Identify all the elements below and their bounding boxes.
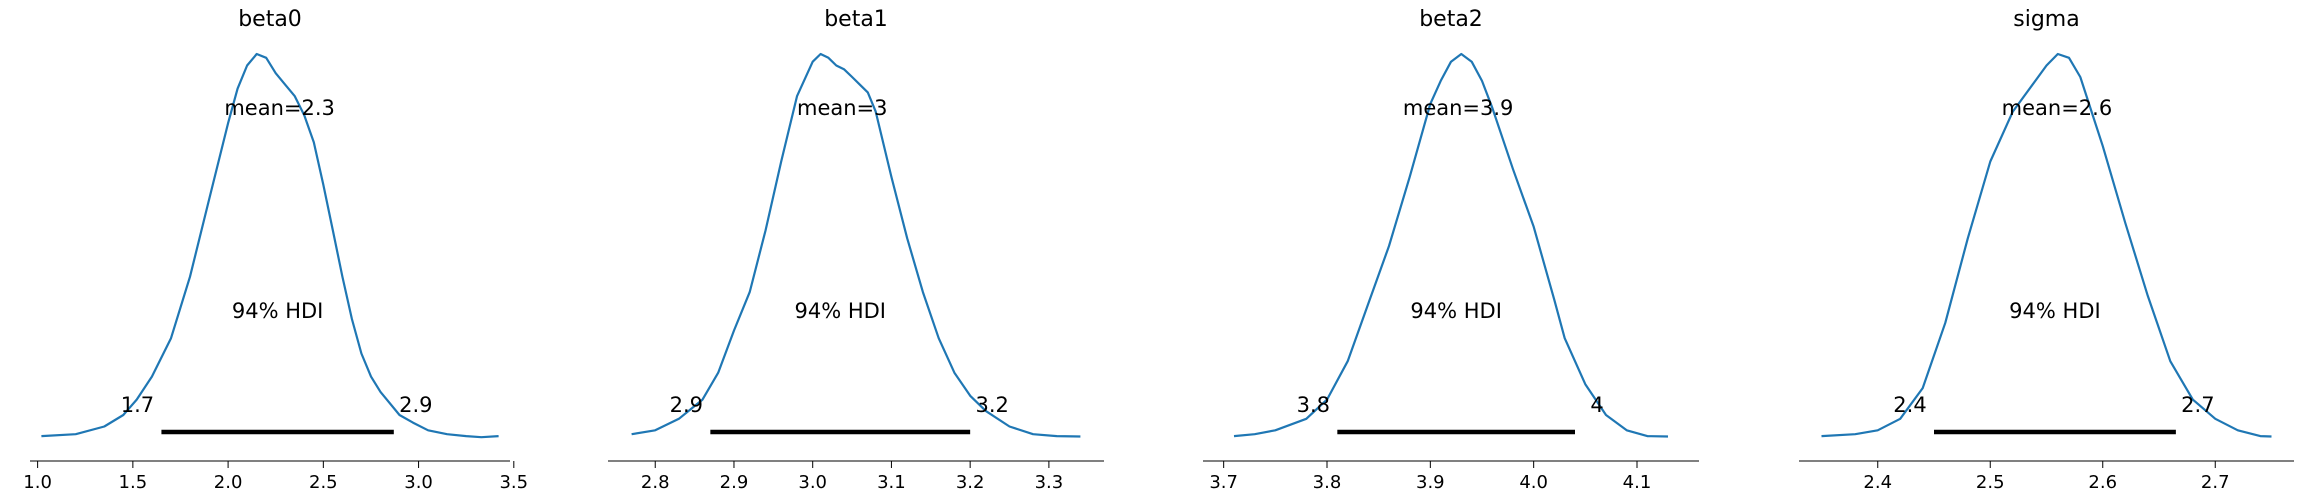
chart-panel-sigma: sigma 2.4 2.5 2.6 2.7 mean=2.6 94% HDI 2.4 2.7: [1799, 7, 2294, 493]
x-tick-label: 1.5: [119, 472, 148, 493]
x-tick-label: 2.4: [1863, 472, 1892, 493]
x-tick-label: 2.7: [2201, 472, 2230, 493]
x-tick-label: 2.6: [2088, 472, 2117, 493]
chart-panel-beta0: beta0 1.0 1.5 2.0 2.5 3.0 3.5 mean=2.3 94% HDI 1.…: [23, 7, 528, 493]
x-tick-label: 4.0: [1519, 472, 1548, 493]
chart-panel-beta2: beta2 3.7 3.8 3.9 4.0 4.1 mean=3.9 94% HDI 3.8 4: [1203, 7, 1699, 493]
hdi-label: 94% HDI: [2009, 299, 2101, 323]
chart-title: beta0: [238, 7, 302, 32]
x-tick-label: 2.8: [641, 472, 670, 493]
x-tick-label: 2.0: [214, 472, 243, 493]
hdi-low-label: 2.4: [1893, 393, 1926, 417]
chart-title: sigma: [2013, 7, 2079, 32]
x-tick-label: 1.0: [23, 472, 52, 493]
hdi-low-label: 3.8: [1297, 393, 1330, 417]
x-tick-label: 3.1: [877, 472, 906, 493]
x-tick-label: 4.1: [1623, 472, 1652, 493]
mean-label: mean=2.6: [2002, 96, 2113, 120]
x-tick-label: 3.3: [1035, 472, 1064, 493]
chart-title: beta2: [1419, 7, 1483, 32]
hdi-low-label: 1.7: [121, 393, 154, 417]
mean-label: mean=2.3: [224, 96, 335, 120]
chart-title: beta1: [824, 7, 888, 32]
density-line: [1821, 52, 2272, 438]
x-tick-label: 3.5: [499, 472, 528, 493]
x-tick-label: 2.5: [309, 472, 338, 493]
hdi-label: 94% HDI: [794, 299, 886, 323]
chart-panel-beta1: beta1 2.8 2.9 3.0 3.1 3.2 3.3 mean=3 94% HDI 2.9 3…: [608, 7, 1104, 493]
density-line: [41, 52, 499, 439]
mean-label: mean=3.9: [1403, 96, 1514, 120]
hdi-high-label: 3.2: [975, 393, 1008, 417]
x-tick-label: 3.2: [956, 472, 985, 493]
x-tick-label: 3.0: [798, 472, 827, 493]
hdi-label: 94% HDI: [1410, 299, 1502, 323]
x-tick-label: 3.8: [1313, 472, 1342, 493]
hdi-high-label: 4: [1590, 393, 1603, 417]
x-tick-label: 2.5: [1976, 472, 2005, 493]
density-line: [1233, 52, 1669, 438]
x-tick-label: 3.9: [1416, 472, 1445, 493]
hdi-high-label: 2.7: [2181, 393, 2214, 417]
hdi-low-label: 2.9: [670, 393, 703, 417]
x-tick-label: 3.0: [404, 472, 433, 493]
x-tick-label: 3.7: [1209, 472, 1238, 493]
mean-label: mean=3: [797, 96, 888, 120]
density-line: [631, 52, 1081, 438]
x-tick-label: 2.9: [720, 472, 749, 493]
hdi-label: 94% HDI: [232, 299, 324, 323]
hdi-high-label: 2.9: [399, 393, 432, 417]
